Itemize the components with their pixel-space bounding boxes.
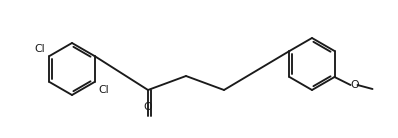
Text: Cl: Cl [35, 44, 45, 54]
Text: Cl: Cl [99, 85, 109, 95]
Text: O: O [144, 102, 152, 112]
Text: O: O [351, 80, 359, 90]
